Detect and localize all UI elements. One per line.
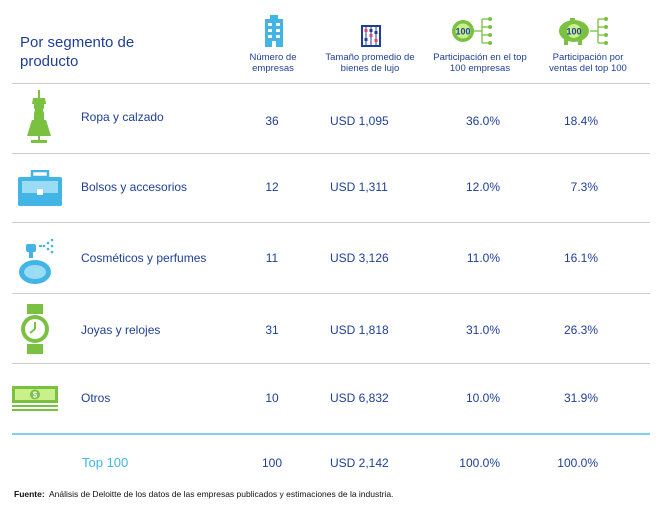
piggy-bank-network-icon: 100 [559,17,608,45]
table-title: Por segmento de producto [20,34,135,70]
total-count: 100 [261,456,283,470]
row-count: 31 [265,323,279,337]
row-divider [12,153,650,154]
row-avg: USD 1,818 [330,323,389,337]
row-share-sales: 26.3% [563,323,598,337]
money-icon: $ [12,386,58,411]
row-divider [12,83,650,84]
row-avg: USD 1,311 [330,180,388,194]
briefcase-icon [18,170,62,206]
row-share-companies: 12.0% [465,180,500,194]
source-note: Fuente: Análisis de Deloitte de los dato… [14,489,393,499]
col-header-share-sales: Participación por ventas del top 100 [549,52,627,74]
row-share-companies: 10.0% [465,391,500,405]
building-icon [265,15,283,47]
abacus-icon [361,25,381,47]
row-count: 12 [265,180,279,194]
row-divider [12,222,650,223]
col-header-share-companies: Participación en el top 100 empresas [433,52,527,74]
row-divider [12,363,650,364]
row-share-sales: 18.4% [563,114,598,128]
watch-icon [21,304,49,354]
row-avg: USD 3,126 [330,251,389,265]
row-share-companies: 36.0% [465,114,500,128]
total-divider [12,433,650,435]
hundred-network-icon: 100 [452,17,492,45]
total-label: Top 100 [82,455,129,470]
row-avg: USD 1,095 [330,114,389,128]
row-share-sales: 16.1% [563,251,598,265]
row-avg: USD 6,832 [330,391,389,405]
col-header-avg: Tamaño promedio de bienes de lujo [325,52,415,74]
source-prefix: Fuente: [14,489,45,499]
row-label: Bolsos y accesorios [81,180,188,194]
svg-text:100: 100 [566,27,581,37]
row-label: Ropa y calzado [81,110,164,124]
row-divider [12,293,650,294]
svg-text:100: 100 [455,27,470,37]
row-label: Otros [81,391,111,405]
row-label: Cosméticos y perfumes [81,251,207,265]
row-count: 10 [265,391,279,405]
row-count: 36 [265,114,279,128]
row-share-companies: 31.0% [465,323,500,337]
svg-text:$: $ [33,391,38,400]
total-share-companies: 100.0% [459,456,500,470]
total-share-sales: 100.0% [557,456,598,470]
row-share-companies: 11.0% [466,251,500,265]
row-label: Joyas y relojes [81,323,161,337]
perfume-icon [19,238,54,284]
col-header-count: Número de empresas [249,52,297,74]
total-avg: USD 2,142 [330,456,389,470]
row-share-sales: 7.3% [570,180,598,194]
dress-icon [27,90,51,143]
row-share-sales: 31.9% [563,391,598,405]
source-text: Análisis de Deloitte de los datos de las… [48,489,394,499]
row-count: 11 [265,251,279,265]
